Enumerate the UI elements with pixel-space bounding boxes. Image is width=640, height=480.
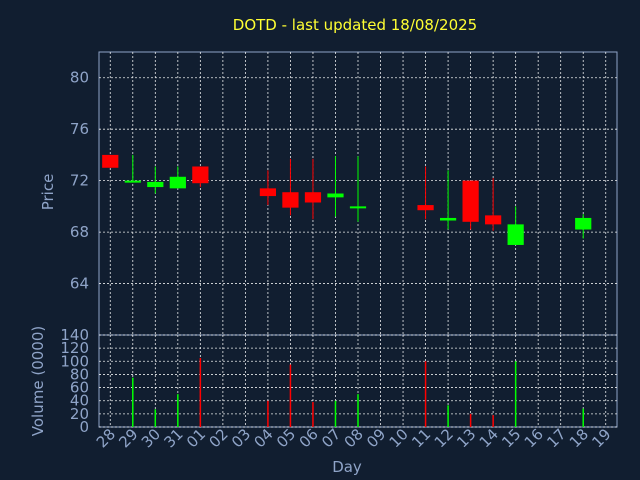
volume-tick-label: 0 <box>79 418 89 436</box>
price-tick-label: 64 <box>70 275 89 293</box>
volume-tick-label: 20 <box>70 405 89 423</box>
price-tick-label: 68 <box>70 223 89 241</box>
candle-body <box>327 193 344 198</box>
volume-tick-label: 140 <box>60 326 89 344</box>
volume-bar <box>469 413 472 427</box>
candle-body <box>507 224 524 245</box>
candle-body <box>102 154 119 168</box>
candle-body <box>349 206 367 209</box>
volume-bar <box>447 405 449 427</box>
volume-bar <box>582 408 584 427</box>
candle-body <box>304 192 322 203</box>
volume-bar <box>514 361 517 427</box>
candle-body <box>575 217 592 230</box>
candle-body <box>169 176 186 189</box>
volume-bar <box>267 400 269 427</box>
volume-bar <box>424 361 427 427</box>
volume-axis-label: Volume (0000) <box>29 326 47 436</box>
volume-bar <box>199 358 202 427</box>
day-tick-label: 19 <box>588 425 614 451</box>
candle-body <box>439 217 457 221</box>
candle-body <box>259 188 277 197</box>
chart-title: DOTD - last updated 18/08/2025 <box>233 16 477 34</box>
candle-body <box>462 180 479 222</box>
volume-tick-label: 80 <box>70 365 89 383</box>
volume-bar <box>177 394 179 427</box>
volume-bar <box>132 377 134 427</box>
volume-tick-label: 120 <box>60 339 89 357</box>
candle-body <box>192 166 209 184</box>
price-axis-label: Price <box>39 174 57 211</box>
x-axis-label: Day <box>332 458 362 476</box>
price-panel: 64 68 72 76 80 <box>70 51 618 336</box>
volume-bar <box>154 409 157 427</box>
candle-body <box>147 181 164 188</box>
price-tick-label: 72 <box>70 172 89 190</box>
volume-bar <box>357 394 359 427</box>
volume-bar <box>312 402 314 427</box>
x-axis-ticks: 2829303101020304050607080910111213141516… <box>93 425 615 451</box>
candle-body <box>485 215 502 225</box>
price-tick-label: 80 <box>70 69 89 87</box>
candle-body <box>124 180 141 183</box>
volume-tick-label: 60 <box>70 379 89 397</box>
volume-bar <box>334 400 337 427</box>
price-tick-label: 76 <box>70 120 89 138</box>
volume-bar <box>492 415 494 427</box>
volume-tick-label: 40 <box>70 392 89 410</box>
candle-body <box>282 192 299 208</box>
volume-tick-label: 100 <box>60 352 89 370</box>
volume-bar <box>289 364 292 427</box>
candle-body <box>417 205 434 211</box>
